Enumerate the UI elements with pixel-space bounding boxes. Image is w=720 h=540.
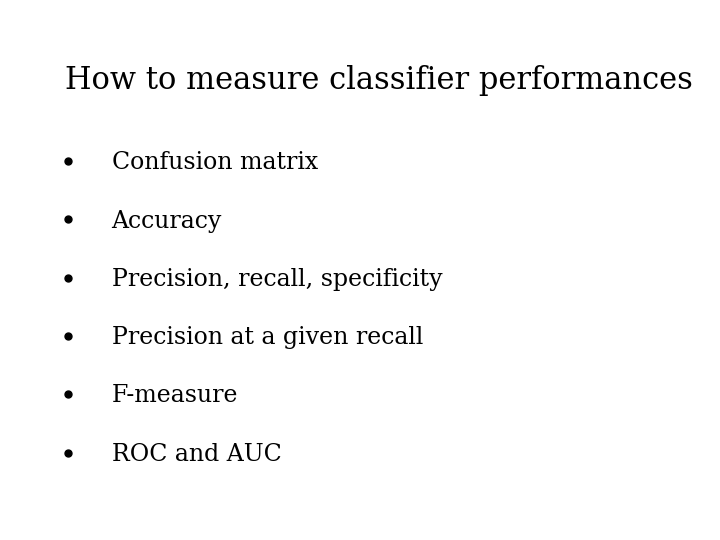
Text: Precision at a given recall: Precision at a given recall	[112, 326, 423, 349]
Text: ROC and AUC: ROC and AUC	[112, 443, 282, 466]
Text: Precision, recall, specificity: Precision, recall, specificity	[112, 268, 442, 291]
Text: F-measure: F-measure	[112, 384, 238, 408]
Text: Confusion matrix: Confusion matrix	[112, 151, 318, 174]
Text: How to measure classifier performances: How to measure classifier performances	[65, 65, 693, 96]
Text: Accuracy: Accuracy	[112, 210, 222, 233]
